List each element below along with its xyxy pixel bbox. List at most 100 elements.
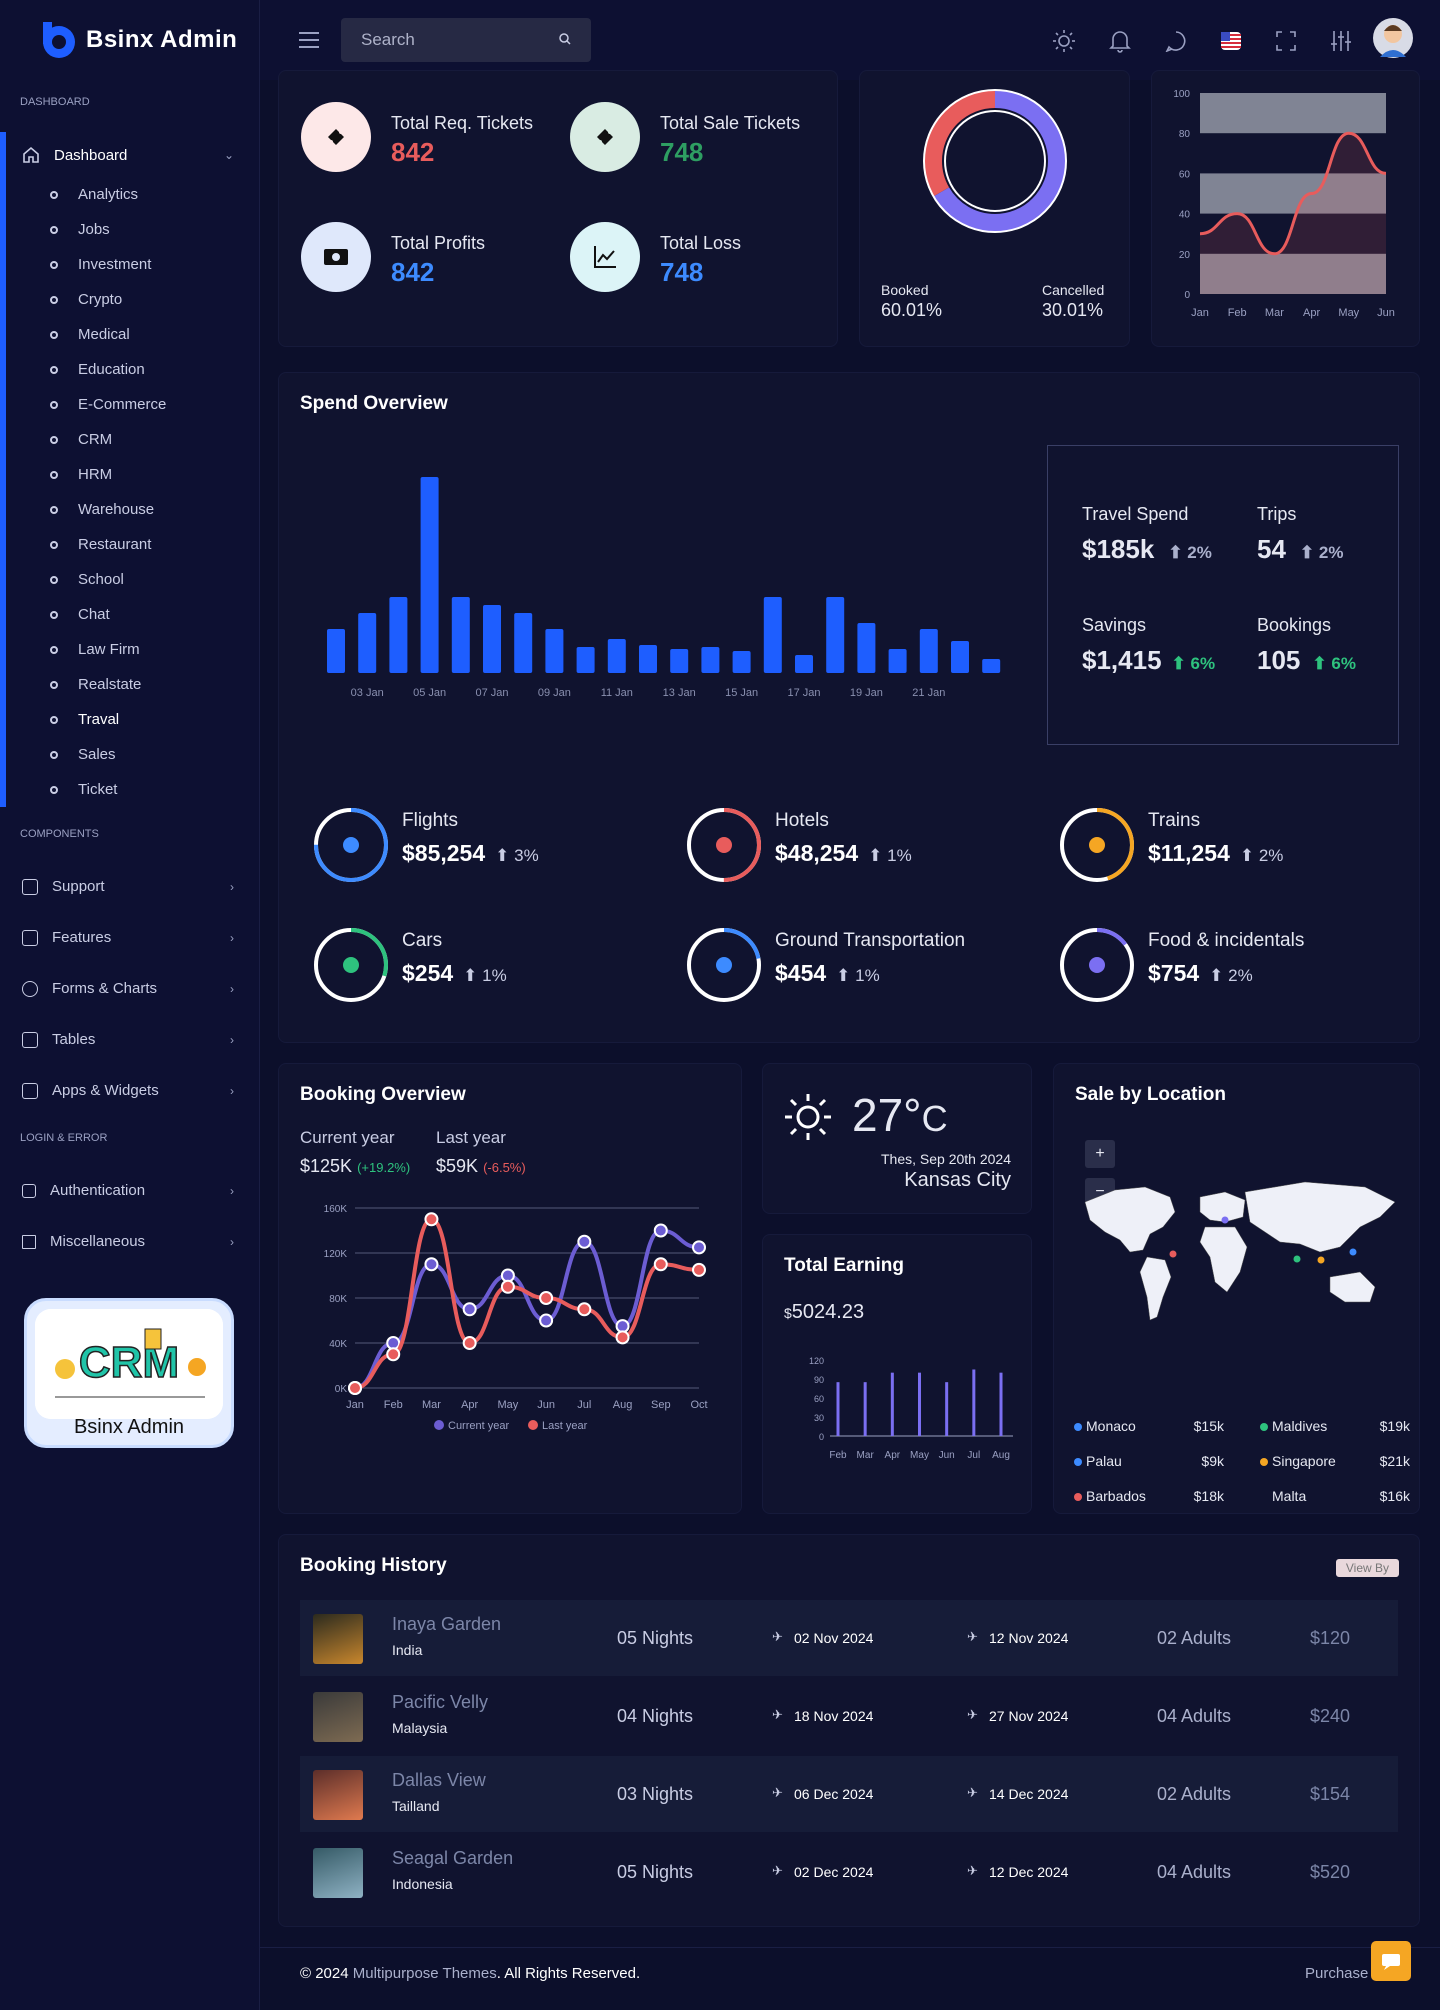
earning-bar (863, 1382, 867, 1436)
spend-x-tick: 17 Jan (787, 687, 820, 699)
menu-authentication[interactable]: Authentication › (22, 1182, 234, 1199)
spend-overview-card: Spend Overview 03 Jan 05 Jan 07 Jan 09 Jan 1… (278, 372, 1420, 1043)
sidebar-item-sales[interactable]: Sales (50, 746, 116, 763)
sidebar-item-jobs[interactable]: Jobs (50, 221, 110, 238)
progress-ring (1060, 808, 1134, 882)
check-in-date: 02 Dec 2024 (794, 1864, 874, 1880)
menu-toggle-icon[interactable] (298, 30, 320, 50)
sidebar-item-ticket[interactable]: Ticket (50, 781, 117, 798)
earning-bar-chart: 0 30 60 90 120 Feb Mar Apr May Jun Jul Aug (809, 1356, 1013, 1461)
brand[interactable]: Bsinx Admin (38, 20, 237, 60)
bookings-change: ⬆ 6% (1312, 654, 1356, 673)
map-marker-barbados[interactable] (1169, 1250, 1177, 1258)
spend-title: Spend Overview (300, 393, 448, 414)
train-icon (1089, 837, 1105, 853)
place-name[interactable]: Dallas View (392, 1770, 486, 1790)
sidebar-item-e-commerce[interactable]: E-Commerce (50, 396, 166, 413)
spend-bar (327, 629, 345, 673)
us-flag-icon[interactable] (1221, 32, 1241, 50)
sidebar-item-school[interactable]: School (50, 571, 124, 588)
sidebar-item-law-firm[interactable]: Law Firm (50, 641, 140, 658)
sidebar-item-hrm[interactable]: HRM (50, 466, 112, 483)
sidebar-item-realstate[interactable]: Realstate (50, 676, 141, 693)
search-input[interactable]: Search (341, 18, 591, 62)
chevron-right-icon: › (230, 879, 234, 894)
sidebar-item-education[interactable]: Education (50, 361, 145, 378)
menu-dashboard[interactable]: Dashboard ⌄ (22, 146, 234, 164)
fullscreen-icon[interactable] (1276, 31, 1296, 51)
sidebar-item-traval[interactable]: Traval (50, 711, 119, 728)
category-pct: 2% (1258, 846, 1284, 865)
sidebar-item-restaurant[interactable]: Restaurant (50, 536, 151, 553)
spend-bar (982, 659, 1001, 673)
table-row[interactable]: Seagal Garden Indonesia 05 Nights ✈ 02 Dec 2… (300, 1834, 1398, 1910)
bell-icon[interactable] (1109, 29, 1131, 53)
booking-history-card: Booking History View By (278, 1534, 1420, 1927)
table-row[interactable]: Inaya Garden India 05 Nights ✈ 02 Nov 2024 ✈ 1… (300, 1600, 1398, 1676)
map-marker-monaco[interactable] (1221, 1216, 1229, 1224)
spend-x-tick: 11 Jan (601, 687, 633, 699)
place-name[interactable]: Pacific Velly (392, 1692, 489, 1712)
loss-label: Total Loss (660, 233, 742, 253)
chat-icon[interactable] (1165, 30, 1187, 52)
section-dashboard: DASHBOARD (20, 96, 90, 108)
menu-features[interactable]: Features › (22, 929, 234, 946)
world-map[interactable] (1075, 1172, 1401, 1337)
promo-card[interactable]: CRM Bsinx Admin (24, 1298, 234, 1448)
savings-amount: $1,415 (1082, 645, 1162, 675)
series-point (577, 1234, 592, 1249)
table-row[interactable]: Pacific Velly Malaysia 04 Nights ✈ 18 Nov 20… (300, 1678, 1398, 1754)
avatar[interactable] (1372, 17, 1414, 59)
x-tick: Apr (461, 1399, 478, 1411)
y-tick: 30 (814, 1413, 824, 1423)
landing-icon: ✈ (967, 1863, 978, 1878)
profits-value: 842 (391, 257, 435, 287)
sidebar-item-medical[interactable]: Medical (50, 326, 130, 343)
sidebar-item-crm[interactable]: CRM (50, 431, 112, 448)
view-by-button[interactable]: View By (1335, 1559, 1399, 1577)
menu-apps-widgets[interactable]: Apps & Widgets › (22, 1082, 234, 1099)
sidebar-item-crypto[interactable]: Crypto (50, 291, 122, 308)
sidebar-item-label: Warehouse (78, 501, 155, 518)
footer-company-link[interactable]: Multipurpose Themes (352, 1965, 497, 1982)
place-name[interactable]: Inaya Garden (392, 1614, 502, 1634)
theme-toggle-icon[interactable] (1053, 30, 1075, 52)
ring-progress (314, 928, 388, 1002)
menu-miscellaneous[interactable]: Miscellaneous › (22, 1233, 234, 1250)
total-earning-card: Total Earning $5024.23 0 30 60 90 120 Feb Mar A… (762, 1234, 1032, 1514)
bullet-icon (50, 750, 58, 759)
sidebar-item-analytics[interactable]: Analytics (50, 186, 138, 203)
place-name[interactable]: Seagal Garden (392, 1848, 514, 1868)
sidebar-item-chat[interactable]: Chat (50, 606, 110, 623)
logo-icon (43, 22, 75, 58)
sun-icon (785, 1094, 831, 1140)
category-name: Hotels (775, 810, 829, 831)
x-tick: Jun (537, 1399, 555, 1411)
map-marker-palau[interactable] (1349, 1248, 1357, 1256)
menu-forms-charts[interactable]: Forms & Charts › (22, 980, 234, 997)
menu-support[interactable]: Support › (22, 878, 234, 895)
map-marker-maldives[interactable] (1293, 1255, 1301, 1263)
sidebar-item-label: E-Commerce (78, 396, 167, 413)
zoom-in-button[interactable]: + (1085, 1140, 1115, 1168)
trips-label: Trips (1257, 504, 1297, 524)
spend-x-tick: 09 Jan (538, 687, 571, 699)
y-tick: 80K (329, 1294, 347, 1305)
series-point (462, 1302, 477, 1317)
booking-line-chart: 0K 40K 80K 120K 160K Jan Feb Mar Apr May Jun Jul Aug… (324, 1204, 708, 1432)
map-marker-singapore[interactable] (1317, 1256, 1325, 1264)
category-ring-4 (312, 926, 390, 1004)
location-title: Sale by Location (1075, 1084, 1226, 1105)
brand-name: Bsinx Admin (86, 26, 238, 53)
category-value: $85,254 ⬆ 3% (402, 840, 539, 867)
legend-marker (528, 1420, 538, 1430)
sidebar-item-warehouse[interactable]: Warehouse (50, 501, 154, 518)
settings-sliders-icon[interactable] (1330, 30, 1352, 52)
sidebar-item-investment[interactable]: Investment (50, 256, 151, 273)
bullet-icon (50, 435, 58, 444)
place-thumbnail (313, 1692, 363, 1742)
category-pct: 2% (1228, 966, 1253, 985)
menu-tables[interactable]: Tables › (22, 1031, 234, 1048)
table-row[interactable]: Dallas View Tailland 03 Nights ✈ 06 Dec 2024… (300, 1756, 1398, 1832)
chat-fab[interactable] (1371, 1941, 1411, 1981)
